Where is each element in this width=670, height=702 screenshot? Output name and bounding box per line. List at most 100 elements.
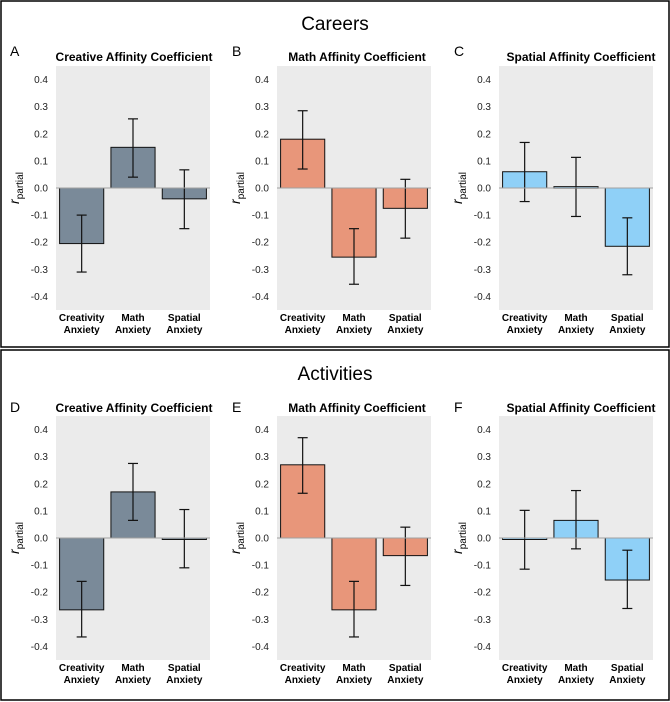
panel-title-b: Math Affinity Coefficient xyxy=(288,50,426,64)
x-tick-label: Creativity Anxiety xyxy=(59,663,105,686)
y-tick-label: -0.1 xyxy=(31,561,49,572)
error-bar-e-1 xyxy=(297,437,308,494)
section-box-careers xyxy=(0,0,670,348)
y-tick-label: 0.0 xyxy=(255,534,269,545)
y-tick-label: -0.4 xyxy=(474,292,492,303)
y-tick-label: 0.2 xyxy=(255,479,269,490)
x-tick-label: Spatial Anxiety xyxy=(387,663,424,686)
chart-panel-f: -0.4 -0.3 -0.2 -0.1 0.0 0.1 0.2 0.3 0.4 rpartial C… xyxy=(449,416,653,686)
y-tick-label: 0.1 xyxy=(255,156,269,167)
y-tick-label: -0.1 xyxy=(474,211,492,222)
y-tick-label: 0.1 xyxy=(34,506,48,517)
x-tick-label: Creativity Anxiety xyxy=(59,313,105,336)
y-tick-label: 0.1 xyxy=(477,156,491,167)
x-tick-label: Math Anxiety xyxy=(336,663,373,686)
x-tick-label: Spatial Anxiety xyxy=(166,313,203,336)
x-tick-label: Spatial Anxiety xyxy=(166,663,203,686)
panel-letter-c: C xyxy=(454,43,464,59)
y-tick-label: -0.2 xyxy=(252,588,270,599)
y-axis-label: rpartial xyxy=(449,172,469,204)
error-bar-e-2 xyxy=(349,580,359,638)
y-tick-label: 0.0 xyxy=(477,184,491,195)
y-tick-label: -0.2 xyxy=(31,238,49,249)
chart-panel-e: -0.4 -0.3 -0.2 -0.1 0.0 0.1 0.2 0.3 0.4 rpartial C… xyxy=(227,416,431,686)
y-tick-label: -0.2 xyxy=(474,238,492,249)
y-tick-label: 0.1 xyxy=(34,156,48,167)
y-tick-label: -0.3 xyxy=(31,615,49,626)
panel-title-c: Spatial Affinity Coefficient xyxy=(507,50,656,64)
y-tick-label: -0.3 xyxy=(474,265,492,276)
chart-panel-a: -0.4 -0.3 -0.2 -0.1 0.0 0.1 0.2 0.3 0.4 rpartial C… xyxy=(6,66,210,336)
chart-panel-d: -0.4 -0.3 -0.2 -0.1 0.0 0.1 0.2 0.3 0.4 rpartial C… xyxy=(6,416,210,686)
x-tick-label: Creativity Anxiety xyxy=(280,663,326,686)
y-axis-label: rpartial xyxy=(227,522,247,554)
error-bar-b-1 xyxy=(297,110,308,170)
y-tick-label: 0.1 xyxy=(477,506,491,517)
y-tick-label: 0.0 xyxy=(255,184,269,195)
y-tick-label: -0.4 xyxy=(252,642,270,653)
error-bar-b-3 xyxy=(400,178,411,239)
y-tick-label: 0.4 xyxy=(255,425,269,436)
y-tick-label: 0.2 xyxy=(34,479,48,490)
error-bar-a-2 xyxy=(128,118,138,178)
error-bar-d-3 xyxy=(179,508,190,569)
y-tick-label: -0.1 xyxy=(31,211,49,222)
error-bar-f-2 xyxy=(571,489,581,550)
y-tick-label: 0.2 xyxy=(477,479,491,490)
section-title-activities: Activities xyxy=(298,364,373,385)
y-tick-label: 0.2 xyxy=(255,129,269,140)
y-tick-label: -0.4 xyxy=(31,642,49,653)
error-bar-d-2 xyxy=(128,462,138,521)
y-tick-label: 0.3 xyxy=(255,452,269,463)
y-tick-label: 0.3 xyxy=(477,102,491,113)
x-tick-label: Creativity Anxiety xyxy=(280,313,326,336)
x-tick-label: Math Anxiety xyxy=(336,313,373,336)
x-tick-label: Creativity Anxiety xyxy=(502,313,548,336)
panel-title-a: Creative Affinity Coefficient xyxy=(56,50,213,64)
x-tick-label: Spatial Anxiety xyxy=(387,313,424,336)
panel-letter-b: B xyxy=(232,43,241,59)
error-bar-b-2 xyxy=(349,228,359,285)
panel-title-f: Spatial Affinity Coefficient xyxy=(507,401,656,415)
panel-letter-a: A xyxy=(10,43,20,59)
y-tick-label: 0.3 xyxy=(255,102,269,113)
y-tick-label: -0.1 xyxy=(474,561,492,572)
x-tick-label: Spatial Anxiety xyxy=(609,313,646,336)
y-tick-label: 0.4 xyxy=(255,75,269,86)
y-tick-label: -0.2 xyxy=(31,588,49,599)
y-tick-label: 0.1 xyxy=(255,506,269,517)
error-bar-a-1 xyxy=(76,214,87,273)
error-bar-c-3 xyxy=(622,217,633,276)
y-axis-label: rpartial xyxy=(227,172,247,204)
x-tick-label: Math Anxiety xyxy=(558,663,595,686)
chart-panel-c: -0.4 -0.3 -0.2 -0.1 0.0 0.1 0.2 0.3 0.4 rpartial C… xyxy=(449,66,653,336)
y-tick-label: 0.2 xyxy=(34,129,48,140)
y-tick-label: -0.2 xyxy=(474,588,492,599)
error-bar-f-1 xyxy=(519,509,530,570)
y-tick-label: -0.3 xyxy=(252,615,270,626)
y-tick-label: -0.4 xyxy=(31,292,49,303)
panel-title-d: Creative Affinity Coefficient xyxy=(56,401,213,415)
error-bar-d-1 xyxy=(76,580,87,638)
y-tick-label: -0.3 xyxy=(474,615,492,626)
error-bar-e-3 xyxy=(400,526,411,587)
error-bar-f-3 xyxy=(622,549,633,610)
section-box-activities xyxy=(0,349,670,701)
y-tick-label: -0.3 xyxy=(31,265,49,276)
y-tick-label: 0.0 xyxy=(34,184,48,195)
error-bar-c-1 xyxy=(519,141,530,203)
x-tick-label: Math Anxiety xyxy=(115,663,152,686)
y-tick-label: 0.0 xyxy=(34,534,48,545)
y-axis-label: rpartial xyxy=(449,522,469,554)
y-tick-label: 0.0 xyxy=(477,534,491,545)
y-tick-label: -0.1 xyxy=(252,211,270,222)
x-tick-label: Creativity Anxiety xyxy=(502,663,548,686)
y-tick-label: 0.3 xyxy=(477,452,491,463)
panel-letter-e: E xyxy=(232,399,241,415)
y-tick-label: 0.3 xyxy=(34,102,48,113)
panel-title-e: Math Affinity Coefficient xyxy=(288,401,426,415)
y-axis-label: rpartial xyxy=(6,522,26,554)
y-tick-label: 0.3 xyxy=(34,452,48,463)
panel-letter-d: D xyxy=(10,399,20,415)
